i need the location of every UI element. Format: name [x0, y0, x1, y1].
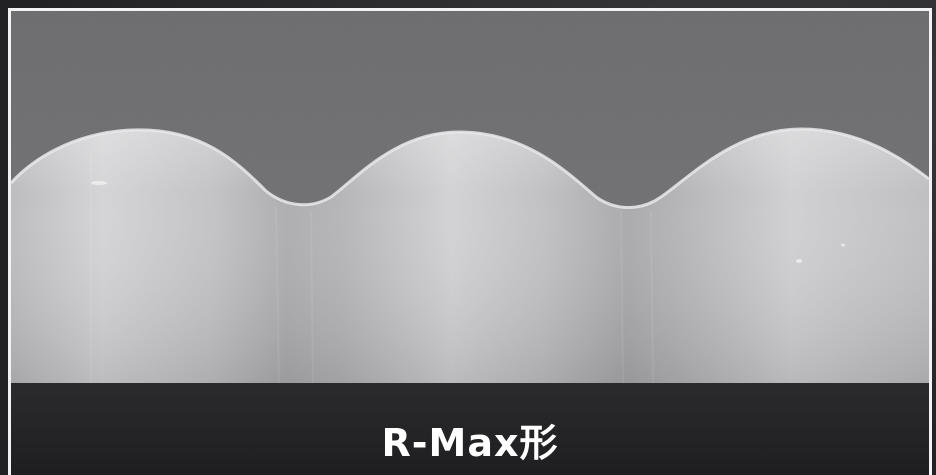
image-frame: R-Max形 [8, 8, 932, 475]
caption-bar: R-Max形 [11, 383, 929, 475]
sem-micrograph-image [11, 11, 929, 383]
caption-text: R-Max形 [381, 421, 559, 465]
